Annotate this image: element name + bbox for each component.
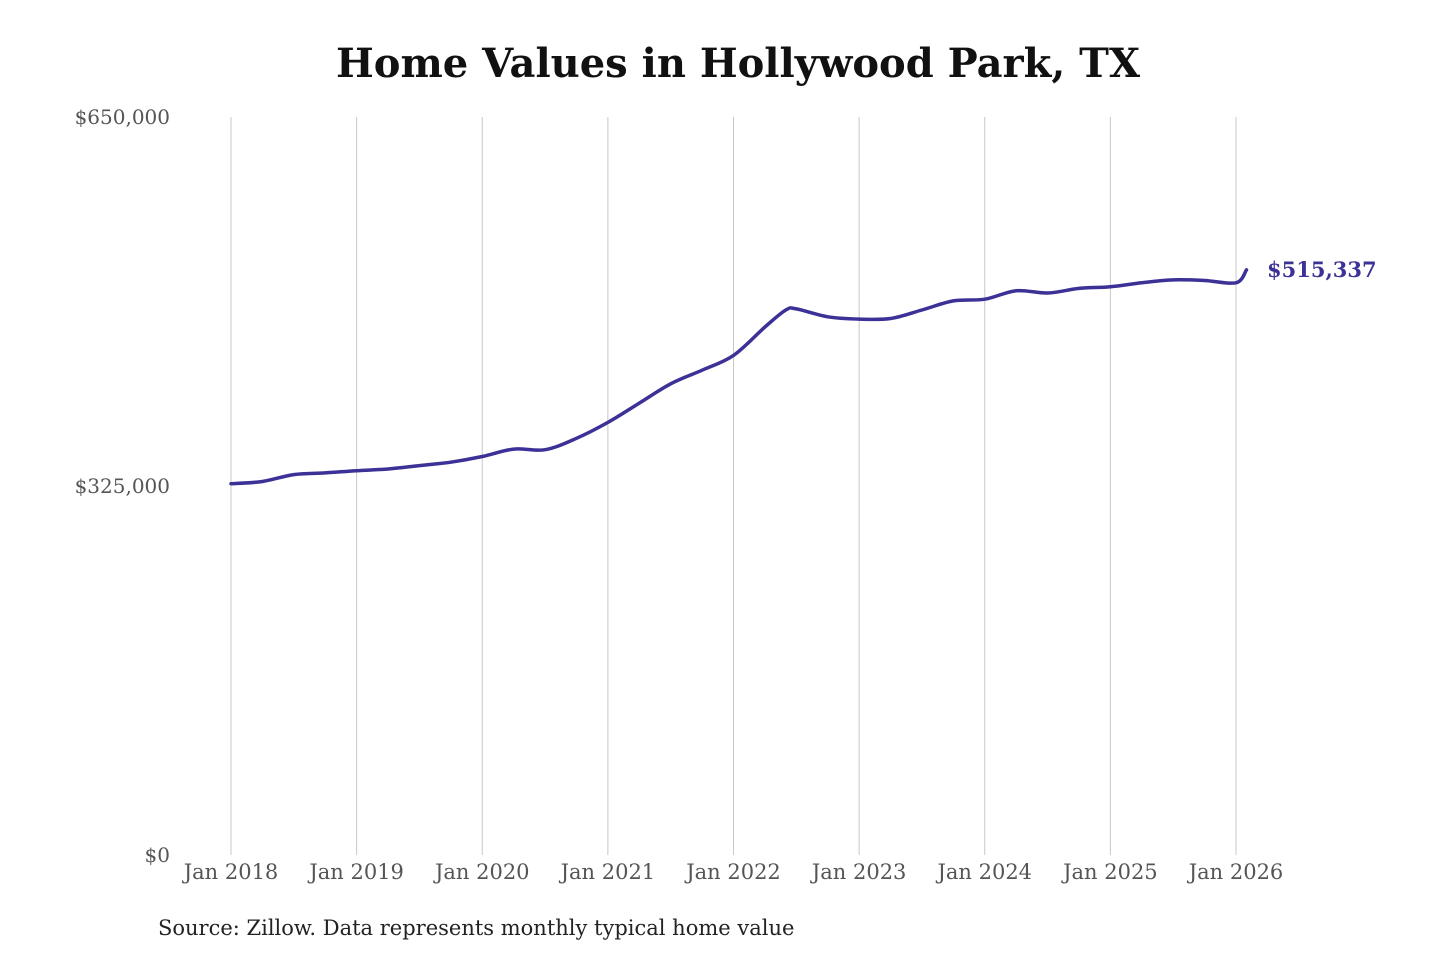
x-tick-label: Jan 2021 xyxy=(559,860,656,884)
y-axis-ticks: $0 $325,000 $650,000 xyxy=(75,105,170,867)
x-tick-label: Jan 2018 xyxy=(182,860,279,884)
chart-title: Home Values in Hollywood Park, TX xyxy=(336,40,1140,87)
y-tick-label: $650,000 xyxy=(75,105,170,129)
end-value-label-layer: $515,337 xyxy=(1267,257,1377,282)
x-tick-label: Jan 2020 xyxy=(433,860,530,884)
source-note: Source: Zillow. Data represents monthly … xyxy=(158,916,795,940)
x-tick-label: Jan 2022 xyxy=(684,860,781,884)
series-line xyxy=(229,268,1249,486)
x-tick-label: Jan 2025 xyxy=(1061,860,1158,884)
y-tick-label: $0 xyxy=(145,843,170,867)
x-tick-label: Jan 2019 xyxy=(307,860,404,884)
series-layer xyxy=(229,268,1249,486)
x-tick-label: Jan 2026 xyxy=(1187,860,1284,884)
x-axis-ticks: Jan 2018 Jan 2019 Jan 2020 Jan 2021 Jan 2022… xyxy=(182,860,1284,884)
grid-lines xyxy=(230,117,1237,855)
x-tick-label: Jan 2024 xyxy=(935,860,1032,884)
end-value-label: $515,337 xyxy=(1267,257,1377,282)
x-tick-label: Jan 2023 xyxy=(810,860,907,884)
y-tick-label: $325,000 xyxy=(75,474,170,498)
